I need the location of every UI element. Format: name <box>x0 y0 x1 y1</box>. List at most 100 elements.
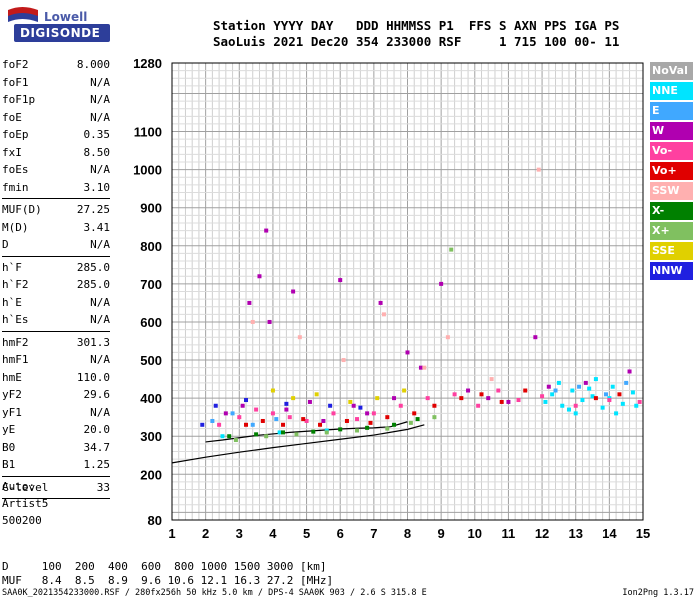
param-row: foF1 N/A <box>2 74 110 92</box>
param-value: 34.7 <box>83 440 111 454</box>
data-point <box>600 405 605 410</box>
data-point <box>422 365 427 370</box>
param-row: B1 1.25 <box>2 456 110 474</box>
data-point <box>466 388 471 393</box>
chart-legend: NoVal NNE E W Vo- Vo+ SSW X- X+ SSE NNW <box>650 62 693 282</box>
legend-item: W <box>650 122 693 140</box>
data-point <box>479 392 484 397</box>
data-point <box>260 418 265 423</box>
data-point <box>348 399 353 404</box>
param-label: h`F <box>2 260 22 274</box>
param-label: hmF1 <box>2 353 29 366</box>
data-point <box>301 417 306 422</box>
data-point <box>607 398 612 403</box>
data-point <box>489 377 494 382</box>
data-point <box>392 422 397 427</box>
legend-item: SSE <box>650 242 693 260</box>
data-point <box>543 399 548 404</box>
data-point <box>270 388 275 393</box>
x-tick-label: 10 <box>468 526 482 541</box>
data-point <box>365 425 370 430</box>
param-row: hmE 110.0 <box>2 369 110 387</box>
data-point <box>432 415 437 420</box>
legend-item: X+ <box>650 222 693 240</box>
params-group-5: C-level 33 <box>2 479 110 497</box>
data-point <box>331 411 336 416</box>
legend-item: Vo- <box>650 142 693 160</box>
data-point <box>627 369 632 374</box>
data-point <box>580 398 585 403</box>
param-value: 0.35 <box>83 128 111 141</box>
param-row: foEs N/A <box>2 161 110 179</box>
data-point <box>593 396 598 401</box>
param-row: yF1 N/A <box>2 404 110 422</box>
param-value: 1.25 <box>83 458 111 471</box>
logo-text-bottom: DIGISONDE <box>20 26 101 40</box>
x-tick-label: 1 <box>168 526 175 541</box>
data-point <box>355 417 360 422</box>
data-point <box>577 384 582 389</box>
y-tick-label: 800 <box>140 239 162 254</box>
x-tick-label: 7 <box>370 526 377 541</box>
data-point <box>341 358 346 363</box>
param-label: hmF2 <box>2 335 29 349</box>
data-point <box>200 422 205 427</box>
data-point <box>223 411 228 416</box>
data-point <box>378 300 383 305</box>
data-point <box>365 411 370 416</box>
param-value: 285.0 <box>76 260 110 274</box>
chart-ticks: 1 2 3 4 5 6 7 8 9 10 11 12 13 14 158020030040050060070… <box>133 56 650 541</box>
y-tick-label: 700 <box>140 277 162 292</box>
data-point <box>486 396 491 401</box>
data-point <box>445 335 450 340</box>
legend-item: E <box>650 102 693 120</box>
data-point <box>227 434 232 439</box>
data-point <box>247 300 252 305</box>
distance-row: D 100 200 400 600 800 1000 1500 3000 [km… <box>2 560 327 573</box>
data-point <box>570 388 575 393</box>
data-point <box>281 422 286 427</box>
data-point <box>560 403 565 408</box>
data-point <box>556 380 561 385</box>
data-point <box>291 289 296 294</box>
param-row: foF2 8.000 <box>2 56 110 74</box>
separator <box>2 475 110 477</box>
data-point <box>637 399 642 404</box>
param-value: 110.0 <box>76 370 110 384</box>
data-point <box>321 418 326 423</box>
trace-line <box>205 421 408 443</box>
chart-grid <box>171 62 644 521</box>
x-tick-label: 2 <box>202 526 209 541</box>
data-point <box>324 430 329 435</box>
data-point <box>307 399 312 404</box>
x-tick-label: 14 <box>602 526 617 541</box>
data-point <box>624 380 629 385</box>
x-tick-label: 5 <box>303 526 310 541</box>
param-value: 8.000 <box>76 58 110 71</box>
trace-line <box>171 424 425 464</box>
data-point <box>550 392 555 397</box>
param-label: foEp <box>2 128 29 141</box>
auto-label: Auto: <box>2 480 36 493</box>
param-row: fxI 8.50 <box>2 144 110 162</box>
data-point <box>634 403 639 408</box>
data-point <box>274 417 279 422</box>
data-point <box>408 420 413 425</box>
data-point <box>217 422 222 427</box>
header-line-1: Station YYYY DAY DDD HHMMSS P1 FFS S AXN… <box>213 18 620 33</box>
data-point <box>233 438 238 443</box>
data-point <box>425 396 430 401</box>
data-point <box>318 422 323 427</box>
param-row: MUF(D) 27.25 <box>2 201 110 219</box>
digisonde-logo: Lowell DIGISONDE <box>4 4 114 46</box>
param-value: 301.3 <box>76 335 110 349</box>
param-row: M(D) 3.41 <box>2 219 110 237</box>
data-point <box>291 396 296 401</box>
y-tick-label: 900 <box>140 201 162 216</box>
data-point <box>583 380 588 385</box>
param-label: hmE <box>2 370 22 384</box>
data-point <box>499 399 504 404</box>
param-row: h`F 285.0 <box>2 259 110 277</box>
param-value: 8.50 <box>83 145 111 159</box>
parameter-panel: foF2 8.000 foF1 N/A foF1p N/A foE N/A foEp 0.35 fx… <box>2 56 110 501</box>
